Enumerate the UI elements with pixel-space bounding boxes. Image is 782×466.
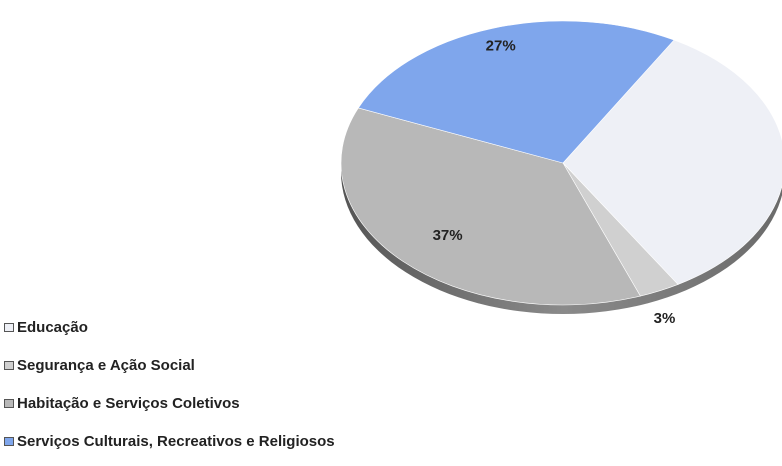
legend-swatch-educacao xyxy=(4,322,14,332)
pie-label-seguranca-e-acao-social: 3% xyxy=(654,310,676,327)
legend-label-habitacao: Habitação e Serviços Coletivos xyxy=(17,394,240,412)
legend-label-educacao: Educação xyxy=(17,318,88,336)
legend-swatch-habitacao xyxy=(4,398,14,408)
pie-chart: 33%3%37%27% xyxy=(340,20,782,327)
legend-label-servicos-culturais: Serviços Culturais, Recreativos e Religi… xyxy=(17,432,335,450)
pie-slice-educacao xyxy=(562,39,782,285)
pie-slice-servicos-culturais-recreativos-e-religiosos xyxy=(357,20,675,164)
pie-label-servicos-culturais-recreativos-e-religiosos: 27% xyxy=(486,38,516,55)
legend-item-habitacao: Habitação e Serviços Coletivos xyxy=(4,390,335,416)
pie-slice-habitacao-e-servicos-coletivos xyxy=(340,107,641,306)
legend-item-seguranca: Segurança e Ação Social xyxy=(4,352,335,378)
legend-label-seguranca: Segurança e Ação Social xyxy=(17,356,195,374)
pie-label-habitacao-e-servicos-coletivos: 37% xyxy=(433,227,463,244)
legend-item-servicos-culturais: Serviços Culturais, Recreativos e Religi… xyxy=(4,428,335,454)
legend-swatch-servicos-culturais xyxy=(4,436,14,446)
legend: Educação Segurança e Ação Social Habitaç… xyxy=(4,314,335,466)
legend-swatch-seguranca xyxy=(4,360,14,370)
legend-item-educacao: Educação xyxy=(4,314,335,340)
